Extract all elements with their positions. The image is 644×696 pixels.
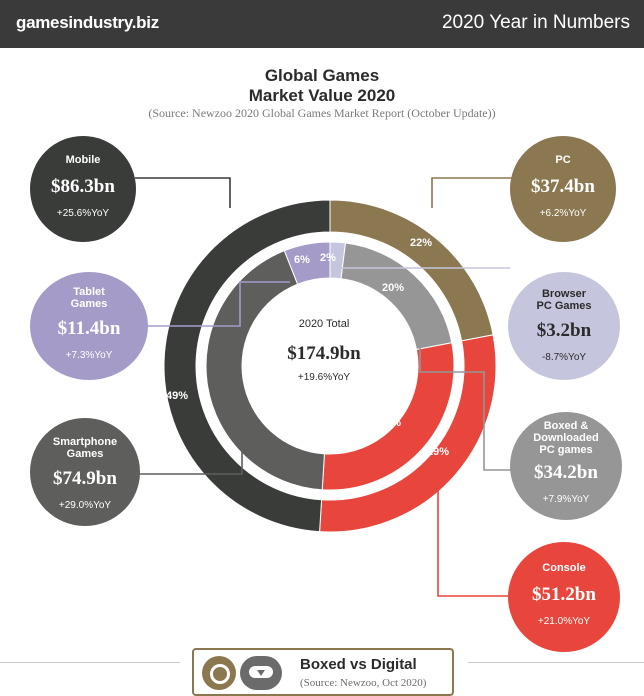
donut-rings — [163, 199, 497, 533]
bubble-boxed-value: $34.2bn — [534, 462, 598, 483]
bubble-tablet-name1: Tablet — [73, 286, 105, 298]
brand-logo[interactable]: gamesindustry.biz — [16, 13, 159, 32]
bubble-boxed-yoy: +7.9%YoY — [542, 494, 590, 505]
total-label: 2020 Total — [298, 318, 350, 330]
chart-source: (Source: Newzoo 2020 Global Games Market… — [148, 106, 496, 120]
footer-section-header[interactable]: Boxed vs Digital (Source: Newzoo, Oct 20… — [192, 648, 454, 696]
bubble-browser: Browser PC Games $3.2bn -8.7%YoY — [508, 272, 620, 380]
bubble-browser-name1: Browser — [541, 288, 587, 300]
bubble-smartphone-name2: Games — [66, 448, 104, 460]
footer-title: Boxed vs Digital — [300, 656, 417, 673]
bubble-smartphone: Smartphone Games $74.9bn +29.0%YoY — [30, 418, 140, 526]
pct-label-boxed: 20% — [382, 282, 405, 294]
pct-label-mobile: 49% — [166, 390, 189, 402]
chart-title-line1: Global Games — [264, 66, 380, 85]
inner-slice-4 — [283, 241, 331, 285]
connector-boxed — [419, 330, 515, 471]
bubble-mobile-yoy: +25.6%YoY — [56, 208, 110, 219]
chart-title-line2: Market Value 2020 — [248, 86, 396, 105]
inner-slice-3 — [205, 250, 326, 491]
connector-pc — [431, 177, 512, 208]
pct-label-console-inner: 29% — [379, 417, 402, 429]
bubble-console: Console $51.2bn +21.0%YoY — [508, 542, 620, 652]
connector-console — [437, 490, 512, 597]
bubble-boxed: Boxed & Downloaded PC games $34.2bn +7.9… — [510, 412, 622, 520]
bubble-mobile-name: Mobile — [65, 154, 101, 166]
bubble-browser-value: $3.2bn — [536, 320, 592, 341]
connector-smartphone — [138, 442, 243, 475]
bubble-tablet: Tablet Games $11.4bn +7.3%YoY — [30, 272, 148, 380]
bubble-smartphone-value: $74.9bn — [53, 468, 117, 489]
bubble-mobile: Mobile $86.3bn +25.6%YoY — [30, 136, 136, 242]
pct-label-smartphone: 43% — [252, 390, 275, 402]
outer-slice-2 — [163, 199, 331, 533]
bubble-browser-name2: PC Games — [536, 300, 592, 312]
connector-lines — [135, 177, 515, 597]
bubble-smartphone-name1: Smartphone — [52, 436, 118, 448]
pct-label-tablet: 6% — [294, 254, 310, 266]
bubble-boxed-name3: PC games — [539, 444, 593, 456]
bubble-browser-yoy: -8.7%YoY — [541, 352, 587, 363]
disc-icon — [202, 656, 236, 690]
header-bar: gamesindustry.biz 2020 Year in Numbers — [0, 0, 644, 48]
footer-divider-right — [468, 662, 644, 663]
header-title: 2020 Year in Numbers — [441, 12, 630, 33]
bubble-tablet-name2: Games — [70, 298, 108, 310]
bubble-boxed-name2: Downloaded — [533, 432, 599, 444]
bubble-tablet-yoy: +7.3%YoY — [65, 350, 113, 361]
footer-divider-left — [0, 662, 180, 663]
bubble-pc-name: PC — [555, 154, 571, 166]
cloud-download-icon — [240, 656, 282, 690]
bubble-console-name: Console — [542, 562, 586, 574]
connector-tablet — [148, 281, 290, 327]
pct-label-console-outer: 29% — [427, 446, 450, 458]
bubble-pc: PC $37.4bn +6.2%YoY — [510, 136, 616, 242]
total-value: $174.9bn — [287, 343, 361, 364]
bubble-smartphone-yoy: +29.0%YoY — [58, 500, 112, 511]
pct-label-browser: 2% — [320, 252, 336, 264]
pct-label-pc: 22% — [410, 237, 433, 249]
bubble-console-yoy: +21.0%YoY — [537, 616, 591, 627]
total-yoy: +19.6%YoY — [297, 372, 351, 383]
bubble-mobile-value: $86.3bn — [51, 176, 115, 197]
bubble-console-value: $51.2bn — [532, 584, 596, 605]
bubble-boxed-name1: Boxed & — [543, 420, 589, 432]
bubble-pc-value: $37.4bn — [531, 176, 595, 197]
bubble-pc-yoy: +6.2%YoY — [539, 208, 587, 219]
connector-mobile — [135, 177, 231, 208]
footer-source: (Source: Newzoo, Oct 2020) — [300, 677, 427, 689]
bubble-tablet-value: $11.4bn — [57, 318, 121, 339]
